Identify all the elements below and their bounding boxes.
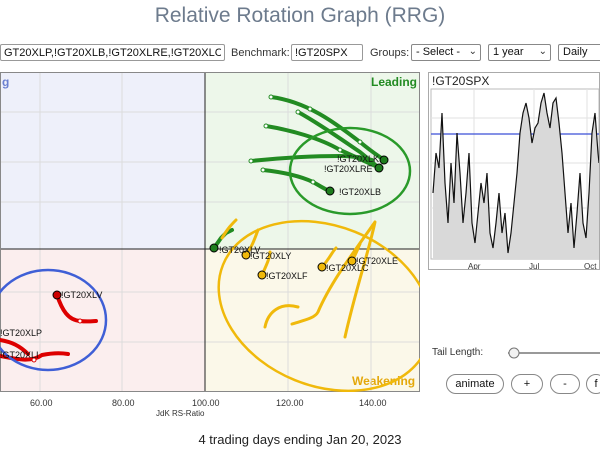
xly-marker [241, 250, 251, 260]
label-xlv-top: !GT20XLV [219, 245, 260, 255]
xtick-100: 100.00 [192, 398, 220, 408]
forward-button[interactable]: f [586, 374, 600, 394]
xlb-tail [261, 168, 332, 193]
xlp-tail [0, 338, 30, 356]
bench-month-oct: Oct [584, 262, 597, 270]
label-xlp: !GT20XLP [0, 328, 42, 338]
xli-tail [220, 218, 238, 240]
footer-status: 4 trading days ending Jan 20, 2023 [198, 432, 402, 447]
zoom-in-button[interactable]: + [511, 374, 543, 394]
xlb-marker [325, 186, 335, 196]
weakening-quadrant [205, 249, 420, 392]
symbols-input[interactable] [0, 44, 225, 61]
xtick-120: 120.00 [276, 398, 304, 408]
xli-lag-tail [0, 351, 70, 362]
rrg-plot[interactable]: g Leading Weakening [0, 72, 420, 392]
tail-length-slider[interactable] [500, 346, 600, 360]
label-xlk: !GT20XLK [337, 154, 379, 164]
xlv-lag-marker [52, 290, 62, 300]
label-xlv: !GT20XLV [61, 290, 102, 300]
label-xlf: !GT20XLF [266, 271, 308, 281]
benchmark-label: Benchmark: [231, 47, 290, 59]
xlre-secondary-tail [249, 154, 374, 163]
xlf-marker [257, 270, 267, 280]
label-xly: !GT20XLY [250, 251, 291, 261]
benchmark-input[interactable] [291, 44, 363, 61]
bench-month-apr: Apr [468, 262, 481, 270]
rrg-canvas: !GT20XLK !GT20XLRE !GT20XLB !GT20XLV !GT… [0, 72, 420, 392]
benchmark-title: !GT20SPX [432, 74, 490, 88]
leading-cluster-ring [288, 126, 412, 216]
animate-button[interactable]: animate [446, 374, 504, 394]
chevron-down-icon: ⌄ [538, 46, 547, 57]
xlv-marker [209, 243, 219, 253]
slider-handle[interactable] [508, 347, 520, 359]
weakening-cluster-ring [217, 219, 420, 392]
frequency-select-value: Daily [563, 46, 588, 58]
leading-label: Leading [371, 75, 418, 89]
xlk-marker [379, 155, 389, 165]
frequency-select[interactable]: Daily [558, 44, 600, 61]
improving-label: g [2, 75, 10, 89]
xle-secondary-tail [263, 304, 300, 329]
groups-select[interactable]: - Select - ⌄ [411, 44, 481, 61]
label-xlb: !GT20XLB [339, 187, 381, 197]
label-xli: !GT20XLI [0, 350, 39, 360]
xlc-marker [317, 262, 327, 272]
xlk-tail [269, 95, 386, 162]
page-title: Relative Rotation Graph (RRG) [154, 4, 446, 27]
zoom-out-button[interactable]: - [550, 374, 580, 394]
xtick-140: 140.00 [359, 398, 387, 408]
lagging-cluster-ring [0, 268, 108, 372]
period-select-value: 1 year [493, 46, 524, 58]
toolbar: Benchmark: Groups: - Select - ⌄ 1 year ⌄… [0, 44, 600, 64]
xle-marker [347, 256, 357, 266]
tail-length-label: Tail Length: [432, 347, 484, 358]
xlre-marker [374, 163, 384, 173]
groups-label: Groups: [370, 47, 410, 59]
label-xlc: !GT20XLC [326, 263, 369, 273]
xtick-60: 60.00 [30, 398, 53, 408]
period-select[interactable]: 1 year ⌄ [488, 44, 551, 61]
chevron-down-icon: ⌄ [468, 46, 477, 57]
improving-quadrant [0, 72, 205, 249]
benchmark-chart [430, 88, 599, 260]
bench-month-jul: Jul [529, 262, 540, 270]
xtick-80: 80.00 [112, 398, 135, 408]
benchmark-panel: !GT20SPX Apr Jul Oct [428, 72, 600, 270]
label-xle: !GT20XLE [356, 256, 398, 266]
groups-select-value: - Select - [416, 46, 461, 58]
label-xlre: !GT20XLRE [324, 164, 373, 174]
x-axis-label: JdK RS-Ratio [156, 409, 205, 418]
